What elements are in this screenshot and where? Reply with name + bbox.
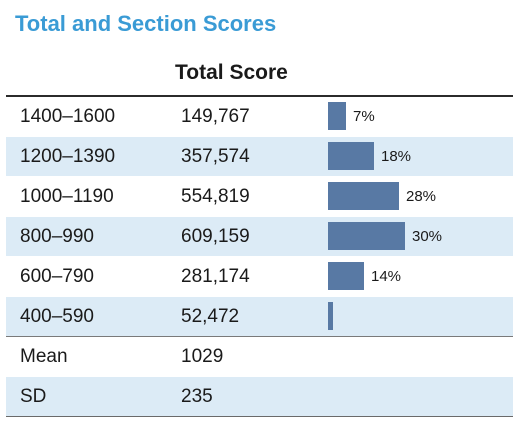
stat-value: 235 xyxy=(181,386,213,407)
stat-value: 1029 xyxy=(181,346,224,367)
percent-bar-area xyxy=(328,297,508,336)
percent-bar xyxy=(328,102,346,130)
percent-bar-area: 28% xyxy=(328,177,508,216)
table-row: 600–790 281,174 14% xyxy=(6,256,513,296)
table-row: 800–990 609,159 30% xyxy=(6,216,513,256)
percent-bar-area: 18% xyxy=(328,137,508,176)
percent-bar xyxy=(328,302,333,330)
test-taker-count: 609,159 xyxy=(181,226,250,247)
score-range-label: 1400–1600 xyxy=(20,106,116,127)
score-range-label: 1200–1390 xyxy=(20,146,116,167)
score-range-label: 600–790 xyxy=(20,266,94,287)
test-taker-count: 281,174 xyxy=(181,266,250,287)
stat-row-sd: SD 235 xyxy=(6,376,513,416)
stat-row-mean: Mean 1029 xyxy=(6,336,513,376)
page-title: Total and Section Scores xyxy=(15,11,277,36)
percent-bar xyxy=(328,182,399,210)
score-range-label: 800–990 xyxy=(20,226,94,247)
test-taker-count: 52,472 xyxy=(181,306,240,327)
percent-bar-area: 30% xyxy=(328,217,508,256)
test-taker-count: 357,574 xyxy=(181,146,250,167)
percent-label: 7% xyxy=(353,108,375,125)
score-range-label: 1000–1190 xyxy=(20,186,114,207)
stat-label: Mean xyxy=(20,346,68,367)
percent-label: 28% xyxy=(406,188,437,205)
percent-bar xyxy=(328,142,374,170)
percent-bar xyxy=(328,262,364,290)
score-distribution-table: 1400–1600 149,767 7% 1200–1390 357,574 1… xyxy=(6,95,513,417)
table-row: 1200–1390 357,574 18% xyxy=(6,136,513,176)
percent-bar-area: 14% xyxy=(328,257,508,296)
column-header-total-score: Total Score xyxy=(175,61,288,84)
table-row: 400–590 52,472 xyxy=(6,296,513,336)
percent-label: 14% xyxy=(371,268,402,285)
percent-bar xyxy=(328,222,405,250)
test-taker-count: 149,767 xyxy=(181,106,250,127)
percent-label: 18% xyxy=(381,148,412,165)
score-range-label: 400–590 xyxy=(20,306,94,327)
percent-bar-area: 7% xyxy=(328,97,508,136)
stat-label: SD xyxy=(20,386,47,407)
percent-label: 30% xyxy=(412,228,443,245)
table-row: 1400–1600 149,767 7% xyxy=(6,97,513,136)
table-row: 1000–1190 554,819 28% xyxy=(6,176,513,216)
test-taker-count: 554,819 xyxy=(181,186,250,207)
